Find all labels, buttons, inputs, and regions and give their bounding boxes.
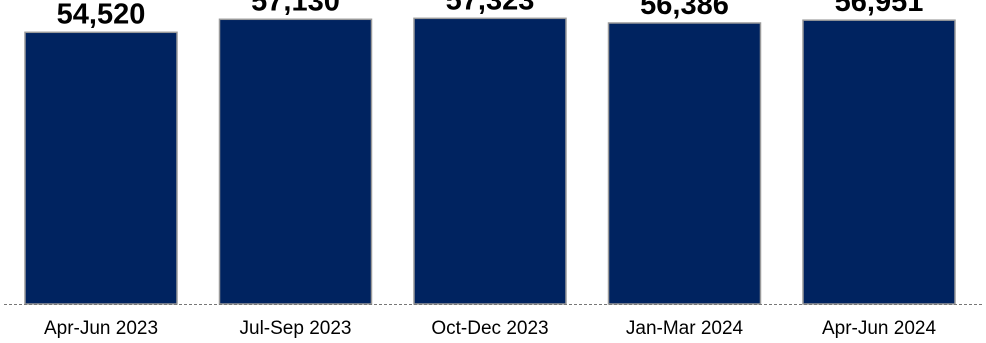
x-tick-label-1: Apr-Jun 2023 [44, 318, 158, 339]
value-labels-layer: 54,520 57,130 57,323 56,386 56,951 [57, 0, 924, 30]
x-tick-label-3: Oct-Dec 2023 [431, 318, 548, 339]
x-tick-labels-layer: Apr-Jun 2023 Jul-Sep 2023 Oct-Dec 2023 Jan-… [44, 318, 937, 339]
bar-4 [607, 22, 762, 305]
bar-1 [24, 31, 178, 305]
bar-value-label-3: 57,323 [446, 0, 535, 16]
x-tick-label-5: Apr-Jun 2024 [822, 318, 937, 339]
x-tick-label-2: Jul-Sep 2023 [240, 318, 352, 339]
bar-value-label-2: 57,130 [251, 0, 340, 17]
bar-value-label-5: 56,951 [835, 0, 924, 18]
bars-layer [24, 17, 956, 305]
bar-3 [413, 17, 567, 305]
bar-2 [218, 18, 373, 305]
bar-value-label-1: 54,520 [57, 0, 146, 30]
bar-5 [802, 19, 956, 305]
bar-value-label-4: 56,386 [640, 0, 729, 21]
x-tick-label-4: Jan-Mar 2024 [626, 318, 744, 339]
